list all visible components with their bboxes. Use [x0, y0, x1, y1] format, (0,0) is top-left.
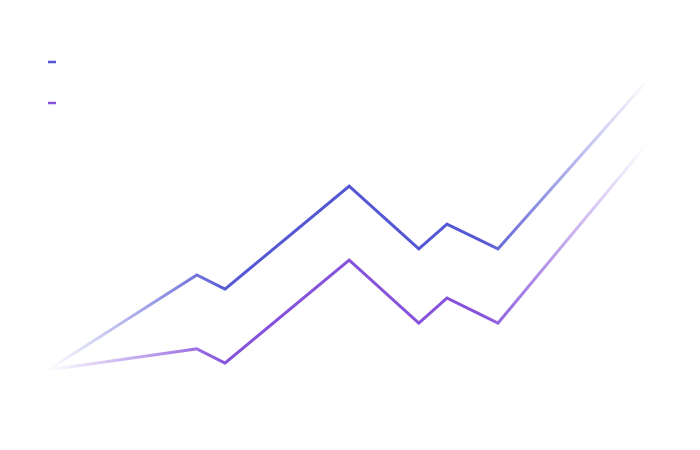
- series-line: [47, 141, 650, 372]
- series-line: [47, 78, 650, 372]
